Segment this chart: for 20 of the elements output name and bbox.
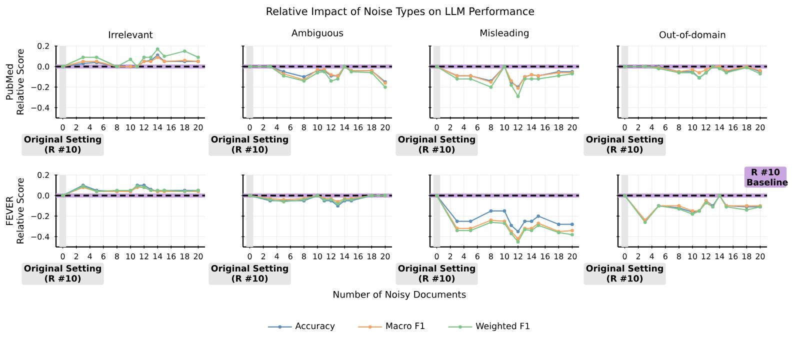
text: Original Setting (R #10): [211, 264, 288, 283]
x-axis-title: Number of Noisy Documents: [334, 290, 466, 300]
y-axis-title: PubMed Relative Score: [6, 49, 24, 114]
text: Original Setting (R #10): [398, 264, 475, 283]
legend-label: Accuracy: [295, 322, 335, 331]
y-axis-title: FEVER Relative Score: [6, 178, 24, 244]
chart-title: Irrelevant: [109, 31, 153, 38]
text: Original Setting (R #10): [211, 136, 288, 154]
chart-title: Misleading: [480, 29, 528, 38]
chart-title: Ambiguous: [292, 29, 344, 38]
chart-title: Out-of-domain: [660, 31, 726, 38]
text: Original Setting (R #10): [24, 264, 101, 283]
text: Original Setting (R #10): [398, 136, 475, 154]
text: Original Setting (R #10): [586, 136, 663, 154]
text: Original Setting (R #10): [24, 136, 101, 154]
legend-label: Macro F1: [386, 322, 424, 330]
legend-label: Weighted F1: [476, 322, 530, 331]
text: Original Setting (R #10): [586, 264, 663, 283]
annotation: R #10 Baseline: [747, 168, 788, 186]
text: Relative Impact of Noise Types on LLM Performance: [266, 7, 534, 18]
